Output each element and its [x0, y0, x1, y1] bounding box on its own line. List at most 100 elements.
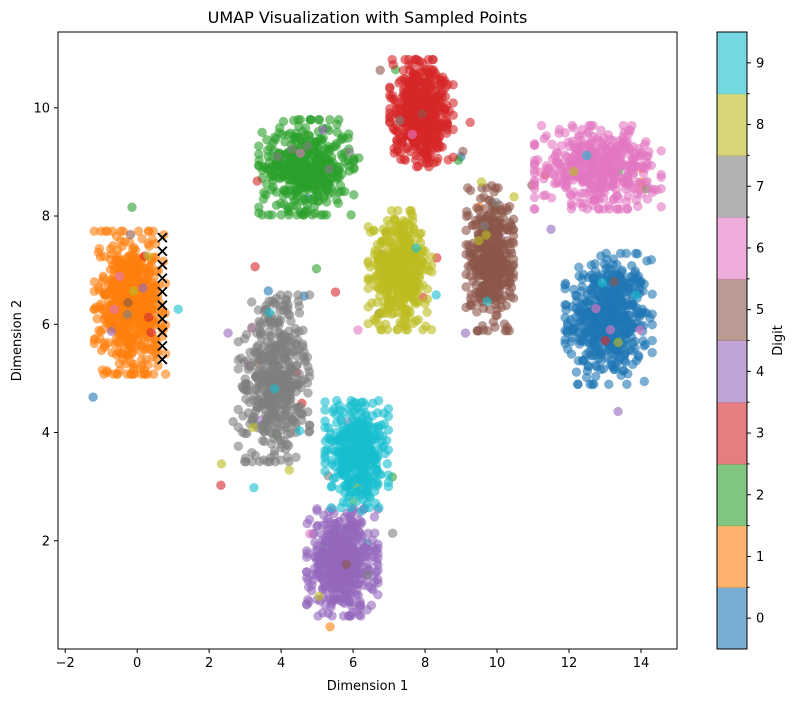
scatter-point — [144, 344, 154, 355]
scatter-point — [529, 155, 540, 166]
scatter-point — [502, 249, 512, 259]
scatter-point — [251, 385, 262, 395]
scatter-point — [328, 436, 339, 446]
scatter-point — [332, 127, 342, 137]
scatter-point — [634, 143, 644, 154]
scatter-point — [355, 599, 366, 610]
scatter-point — [268, 407, 278, 417]
scatter-point — [324, 575, 335, 586]
y-tick-label: 6 — [42, 318, 50, 333]
scatter-point — [269, 384, 280, 394]
colorbar-segment — [717, 32, 747, 95]
scatter-point — [326, 182, 337, 193]
scatter-point — [595, 293, 605, 303]
scatter-point — [254, 202, 264, 212]
scatter-point — [632, 249, 643, 259]
x-axis: −2 0 2 4 6 8 10 12 14 — [56, 649, 650, 671]
scatter-point — [585, 379, 595, 390]
scatter-point — [353, 325, 363, 335]
colorbar-segment — [717, 587, 747, 650]
scatter-point — [551, 147, 562, 157]
scatter-point — [344, 161, 354, 171]
scatter-point — [371, 270, 382, 281]
scatter-point — [364, 581, 374, 592]
scatter-point — [484, 251, 494, 262]
scatter-point — [487, 286, 498, 297]
scatter-point — [173, 304, 183, 314]
scatter-point — [487, 260, 497, 270]
scatter-point — [566, 204, 577, 214]
scatter-point — [292, 402, 302, 413]
x-tick-label: 4 — [277, 656, 285, 671]
scatter-point — [240, 428, 250, 439]
scatter-point — [313, 168, 324, 179]
scatter-point — [383, 477, 394, 488]
scatter-point — [297, 339, 308, 349]
scatter-point — [114, 271, 125, 282]
scatter-point — [135, 327, 146, 338]
colorbar-segment — [717, 402, 747, 465]
scatter-point — [142, 369, 153, 379]
scatter-point — [578, 355, 588, 366]
scatter-point — [268, 360, 278, 371]
scatter-point — [613, 406, 623, 417]
scatter-point — [275, 290, 286, 300]
scatter-point — [276, 210, 286, 220]
scatter-point — [474, 235, 484, 246]
scatter-point — [354, 153, 364, 163]
scatter-point — [374, 502, 384, 513]
scatter-point — [385, 111, 395, 122]
scatter-point — [622, 339, 632, 350]
scatter-point — [160, 369, 171, 379]
scatter-point — [465, 117, 475, 128]
scatter-point — [346, 470, 357, 481]
scatter-point — [633, 201, 643, 212]
scatter-point — [638, 286, 648, 296]
scatter-point — [353, 590, 364, 601]
scatter-point — [622, 379, 632, 390]
scatter-point — [332, 582, 342, 592]
scatter-point — [144, 241, 154, 251]
scatter-point — [143, 312, 154, 323]
scatter-point — [381, 228, 392, 239]
scatter-point — [490, 206, 501, 216]
scatter-point — [536, 120, 547, 131]
scatter-point — [138, 283, 148, 293]
scatter-point — [369, 512, 380, 522]
scatter-point — [596, 125, 606, 135]
scatter-point — [290, 328, 300, 339]
scatter-point — [631, 290, 641, 300]
scatter-point — [283, 372, 293, 383]
scatter-point — [466, 300, 477, 311]
scatter-point — [403, 142, 413, 153]
scatter-point — [327, 538, 338, 548]
scatter-point — [411, 90, 422, 101]
scatter-point — [618, 281, 629, 292]
scatter-point — [337, 465, 348, 475]
colorbar-segment — [717, 340, 747, 403]
scatter-point — [302, 352, 313, 362]
x-tick-label: 10 — [489, 656, 506, 671]
x-tick-label: 14 — [633, 656, 650, 671]
scatter-point — [647, 347, 657, 358]
scatter-point — [278, 191, 289, 201]
scatter-point — [571, 367, 582, 377]
scatter-point — [144, 296, 155, 307]
scatter-point — [320, 397, 330, 407]
scatter-point — [461, 225, 471, 236]
scatter-point — [428, 54, 438, 65]
scatter-point — [608, 135, 618, 146]
scatter-point — [321, 210, 332, 220]
scatter-point — [400, 235, 410, 246]
scatter-point — [472, 202, 482, 213]
scatter-point — [278, 343, 289, 353]
y-tick-label: 2 — [42, 534, 50, 549]
scatter-point — [223, 328, 233, 338]
scatter-point — [620, 357, 631, 367]
scatter-point — [422, 124, 432, 134]
scatter-point — [372, 480, 382, 491]
scatter-point — [642, 160, 653, 170]
scatter-point — [251, 370, 262, 380]
scatter-point — [404, 312, 415, 323]
scatter-point — [269, 322, 280, 332]
